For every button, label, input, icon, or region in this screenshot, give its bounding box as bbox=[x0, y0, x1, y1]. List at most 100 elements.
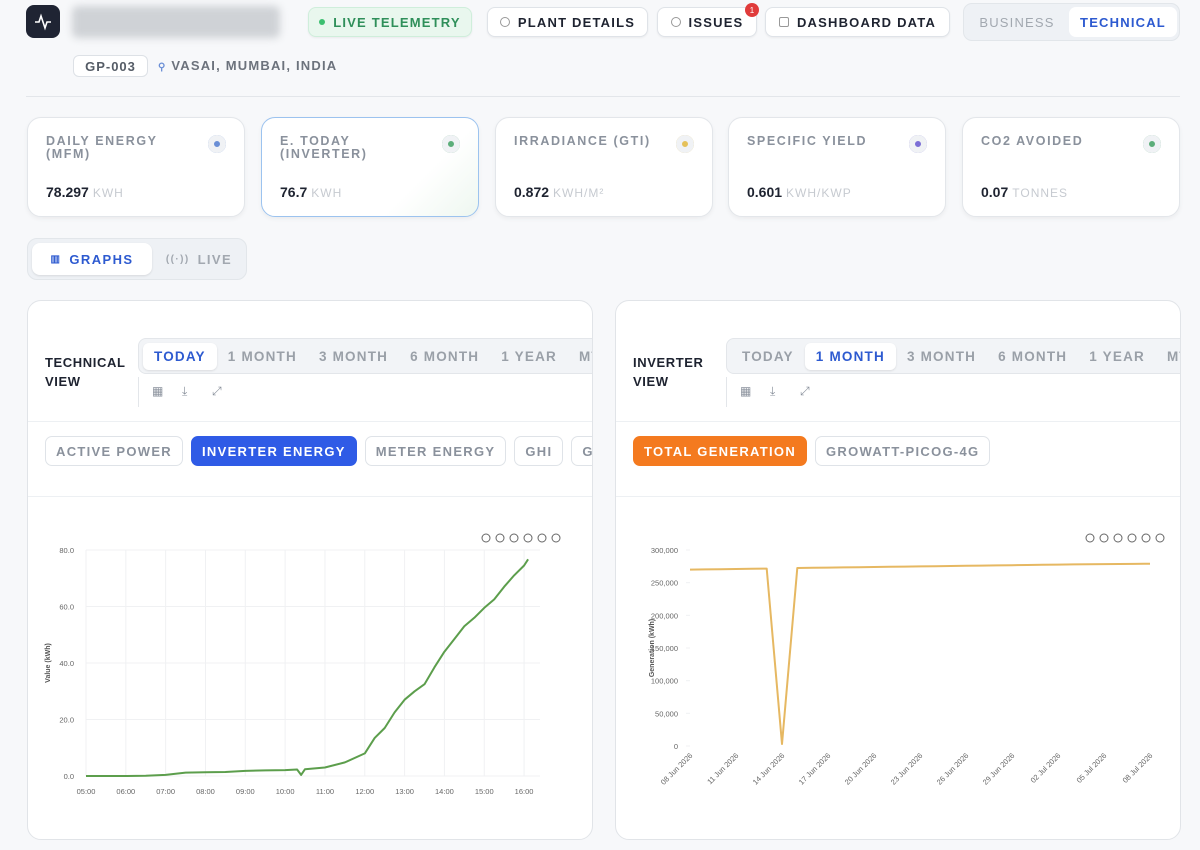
tool-icon[interactable]: ⤢ bbox=[800, 384, 810, 398]
kpi-card: DAILY ENERGY (MFM) 78.297 KWH bbox=[27, 117, 245, 217]
range-tab[interactable]: 3 MONTH bbox=[318, 348, 389, 364]
dashboard-data-button[interactable]: DASHBOARD DATA bbox=[765, 7, 950, 37]
live-label: LIVE TELEMETRY bbox=[333, 14, 461, 30]
y-tick-label: 100,000 bbox=[651, 677, 678, 686]
metric-button[interactable]: GROWATT-PICOG-4G bbox=[815, 436, 991, 466]
kpi-number: 76.7 bbox=[280, 184, 308, 200]
toggle-option[interactable]: BUSINESS bbox=[979, 14, 1055, 30]
kpi-number: 0.07 bbox=[981, 184, 1009, 200]
metric-button[interactable]: TOTAL GENERATION bbox=[633, 436, 808, 466]
view-toggle: BUSINESS TECHNICAL bbox=[963, 3, 1180, 41]
range-tab[interactable]: MTD bbox=[1166, 348, 1180, 364]
y-axis-label: Generation (kWh) bbox=[649, 619, 656, 677]
x-tick-label: 16:00 bbox=[515, 787, 534, 796]
chart-panel: INVERTER VIEW TODAY 1 MONTH 3 MONTH 6 MONTH 1… bbox=[615, 300, 1181, 840]
zoom-tool[interactable] bbox=[1155, 533, 1165, 543]
metric-button[interactable]: INVERTER ENERGY bbox=[191, 436, 357, 466]
live-badge[interactable]: LIVE TELEMETRY bbox=[308, 7, 472, 37]
separator bbox=[616, 496, 1180, 497]
tool-icon[interactable]: ⤓ bbox=[182, 384, 188, 398]
y-tick-label: 0.0 bbox=[64, 772, 74, 781]
range-tab[interactable]: TODAY bbox=[742, 348, 794, 364]
zoom-tool[interactable] bbox=[1113, 533, 1123, 543]
x-tick-label: 09:00 bbox=[236, 787, 255, 796]
kpi-value: 78.297 KWH bbox=[46, 184, 124, 200]
x-tick-label: 14:00 bbox=[435, 787, 454, 796]
kpi-label: DAILY ENERGY (MFM) bbox=[46, 134, 158, 161]
x-tick-label: 08:00 bbox=[196, 787, 215, 796]
kpi-label: SPECIFIC YIELD bbox=[747, 134, 868, 148]
panel-title: TECHNICAL VIEW bbox=[45, 355, 126, 389]
x-tick-label: 05:00 bbox=[77, 787, 96, 796]
x-tick-label: 07:00 bbox=[156, 787, 175, 796]
range-tab[interactable]: 6 MONTH bbox=[998, 348, 1068, 364]
y-tick-label: 50,000 bbox=[655, 709, 678, 718]
y-tick-label: 300,000 bbox=[651, 546, 678, 555]
kpi-label: IRRADIANCE (GTI) bbox=[514, 134, 651, 148]
metric-button[interactable]: ACTIVE POWER bbox=[45, 436, 183, 466]
kpi-icon bbox=[909, 135, 927, 153]
location-text: VASAI, MUMBAI, INDIA bbox=[171, 58, 338, 73]
data-line bbox=[689, 562, 1151, 745]
kpi-icon bbox=[1143, 135, 1161, 153]
tab[interactable]: ((·)) LIVE bbox=[165, 251, 233, 267]
tab-label: GRAPHS bbox=[69, 251, 134, 267]
zoom-tool[interactable] bbox=[1085, 533, 1095, 543]
range-tab[interactable]: 6 MONTH bbox=[410, 348, 480, 364]
zoom-tool[interactable] bbox=[537, 533, 547, 543]
issues-button[interactable]: ISSUES bbox=[657, 7, 757, 37]
range-tab[interactable]: TODAY bbox=[143, 342, 217, 370]
tab[interactable]: ▥ GRAPHS bbox=[32, 243, 152, 275]
logo bbox=[26, 5, 60, 38]
kpi-value: 0.872 KWH/M² bbox=[514, 184, 604, 200]
zoom-tool[interactable] bbox=[1141, 533, 1151, 543]
chart: 0.0 20.0 40.0 60.0 80.0 05:00 06:00 07:00 08:00 0… bbox=[45, 533, 561, 796]
x-tick-label: 08 Jun 2026 bbox=[659, 751, 695, 787]
zoom-tool[interactable] bbox=[551, 533, 561, 543]
range-tab[interactable]: MTD bbox=[578, 348, 592, 364]
chart-panel: TECHNICAL VIEW TODAY 1 MONTH 3 MONTH 6 MONTH… bbox=[27, 300, 593, 840]
tool-icon[interactable]: ⤢ bbox=[212, 384, 222, 398]
range-tab[interactable]: 1 YEAR bbox=[501, 348, 557, 364]
x-tick-label: 11:00 bbox=[316, 787, 334, 796]
kpi-icon bbox=[208, 135, 226, 153]
separator bbox=[28, 421, 592, 422]
metric-button[interactable]: GHI bbox=[514, 436, 564, 466]
zoom-tool[interactable] bbox=[509, 533, 519, 543]
data-line bbox=[86, 558, 529, 777]
metric-button[interactable]: GTI bbox=[571, 436, 592, 466]
tab-label: LIVE bbox=[197, 251, 233, 267]
tool-icon[interactable]: ⤓ bbox=[770, 384, 776, 398]
kpi-number: 78.297 bbox=[46, 184, 89, 200]
tool-icon[interactable]: ▦ bbox=[152, 384, 164, 398]
zoom-tool[interactable] bbox=[1127, 533, 1137, 543]
metric-button[interactable]: METER ENERGY bbox=[364, 436, 507, 466]
location: ⚲ VASAI, MUMBAI, INDIA bbox=[158, 58, 338, 73]
zoom-tool[interactable] bbox=[523, 533, 533, 543]
range-tabs: TODAY 1 MONTH 3 MONTH 6 MONTH 1 YEAR MTD bbox=[138, 338, 592, 374]
logo-icon bbox=[35, 13, 51, 31]
panel-title: INVERTER VIEW bbox=[633, 355, 704, 389]
plant-id: GP-003 bbox=[73, 55, 148, 77]
tool-icon[interactable]: ▦ bbox=[740, 384, 752, 398]
range-tab[interactable]: 1 MONTH bbox=[227, 348, 297, 364]
y-tick-label: 80.0 bbox=[59, 546, 74, 555]
plant-details-button[interactable]: PLANT DETAILS bbox=[487, 7, 648, 37]
metric-buttons: TOTAL GENERATION GROWATT-PICOG-4G bbox=[633, 436, 991, 466]
kpi-unit: KWH bbox=[311, 186, 343, 200]
kpi-card: IRRADIANCE (GTI) 0.872 KWH/M² bbox=[495, 117, 713, 217]
x-tick-label: 20 Jun 2026 bbox=[843, 751, 879, 787]
zoom-tool[interactable] bbox=[495, 533, 505, 543]
kpi-unit: KWH/KWP bbox=[786, 186, 852, 200]
range-tab[interactable]: 1 MONTH bbox=[804, 342, 896, 370]
zoom-tool[interactable] bbox=[481, 533, 491, 543]
range-tab[interactable]: 1 YEAR bbox=[1089, 348, 1145, 364]
toggle-option[interactable]: TECHNICAL bbox=[1069, 7, 1177, 37]
y-tick-label: 40.0 bbox=[59, 659, 74, 668]
x-tick-label: 14 Jun 2026 bbox=[751, 751, 787, 787]
y-tick-label: 250,000 bbox=[651, 579, 678, 588]
y-tick-label: 0 bbox=[674, 742, 678, 751]
issues-badge: 1 bbox=[745, 3, 759, 17]
zoom-tool[interactable] bbox=[1099, 533, 1109, 543]
range-tab[interactable]: 3 MONTH bbox=[906, 348, 977, 364]
